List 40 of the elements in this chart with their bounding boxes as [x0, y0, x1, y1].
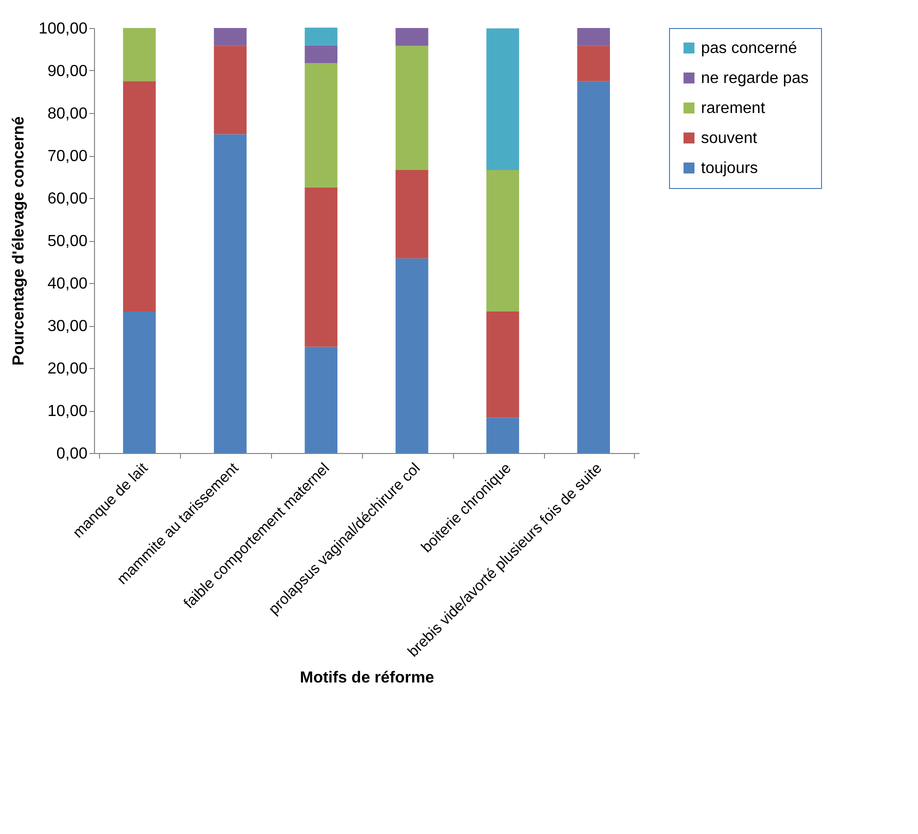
legend-label: rarement [701, 100, 766, 117]
y-tick-label: 80,00 [47, 106, 88, 122]
bar [486, 28, 520, 170]
bar [577, 28, 610, 46]
y-tick-label: 20,00 [47, 360, 88, 378]
y-tick-label: 10,00 [47, 403, 88, 420]
bar [123, 28, 156, 82]
bar [304, 187, 338, 347]
bar [396, 170, 428, 258]
y-axis-title: Pourcentage d'élevage concerné [10, 116, 28, 366]
bar [486, 418, 520, 453]
bar [396, 28, 428, 46]
legend-label: toujours [701, 160, 758, 177]
bar [396, 258, 428, 453]
bar [304, 346, 338, 453]
y-tick-label: 0,00 [56, 446, 88, 462]
bar [486, 170, 520, 312]
bar [214, 134, 247, 453]
bar [214, 46, 247, 134]
legend-label: pas concerné [701, 40, 798, 57]
y-tick-label: 100,00 [38, 20, 88, 38]
bar [577, 81, 610, 453]
bar [577, 46, 610, 82]
legend-label: ne regarde pas [701, 70, 809, 87]
bar [304, 63, 338, 188]
legend-label: souvent [701, 130, 758, 147]
bar [486, 311, 520, 418]
y-tick-label: 30,00 [47, 318, 88, 335]
y-tick-label: 90,00 [47, 63, 88, 80]
bar [123, 311, 156, 453]
bar [304, 45, 338, 64]
bar [396, 46, 428, 170]
y-tick-label: 50,00 [47, 233, 88, 250]
y-tick-label: 40,00 [47, 276, 88, 292]
bar [214, 28, 247, 46]
y-tick-label: 60,00 [47, 190, 88, 208]
bar [123, 81, 156, 312]
bar [304, 28, 338, 46]
x-axis-title: Motifs de réforme [300, 670, 434, 686]
y-tick-label: 70,00 [47, 148, 88, 165]
